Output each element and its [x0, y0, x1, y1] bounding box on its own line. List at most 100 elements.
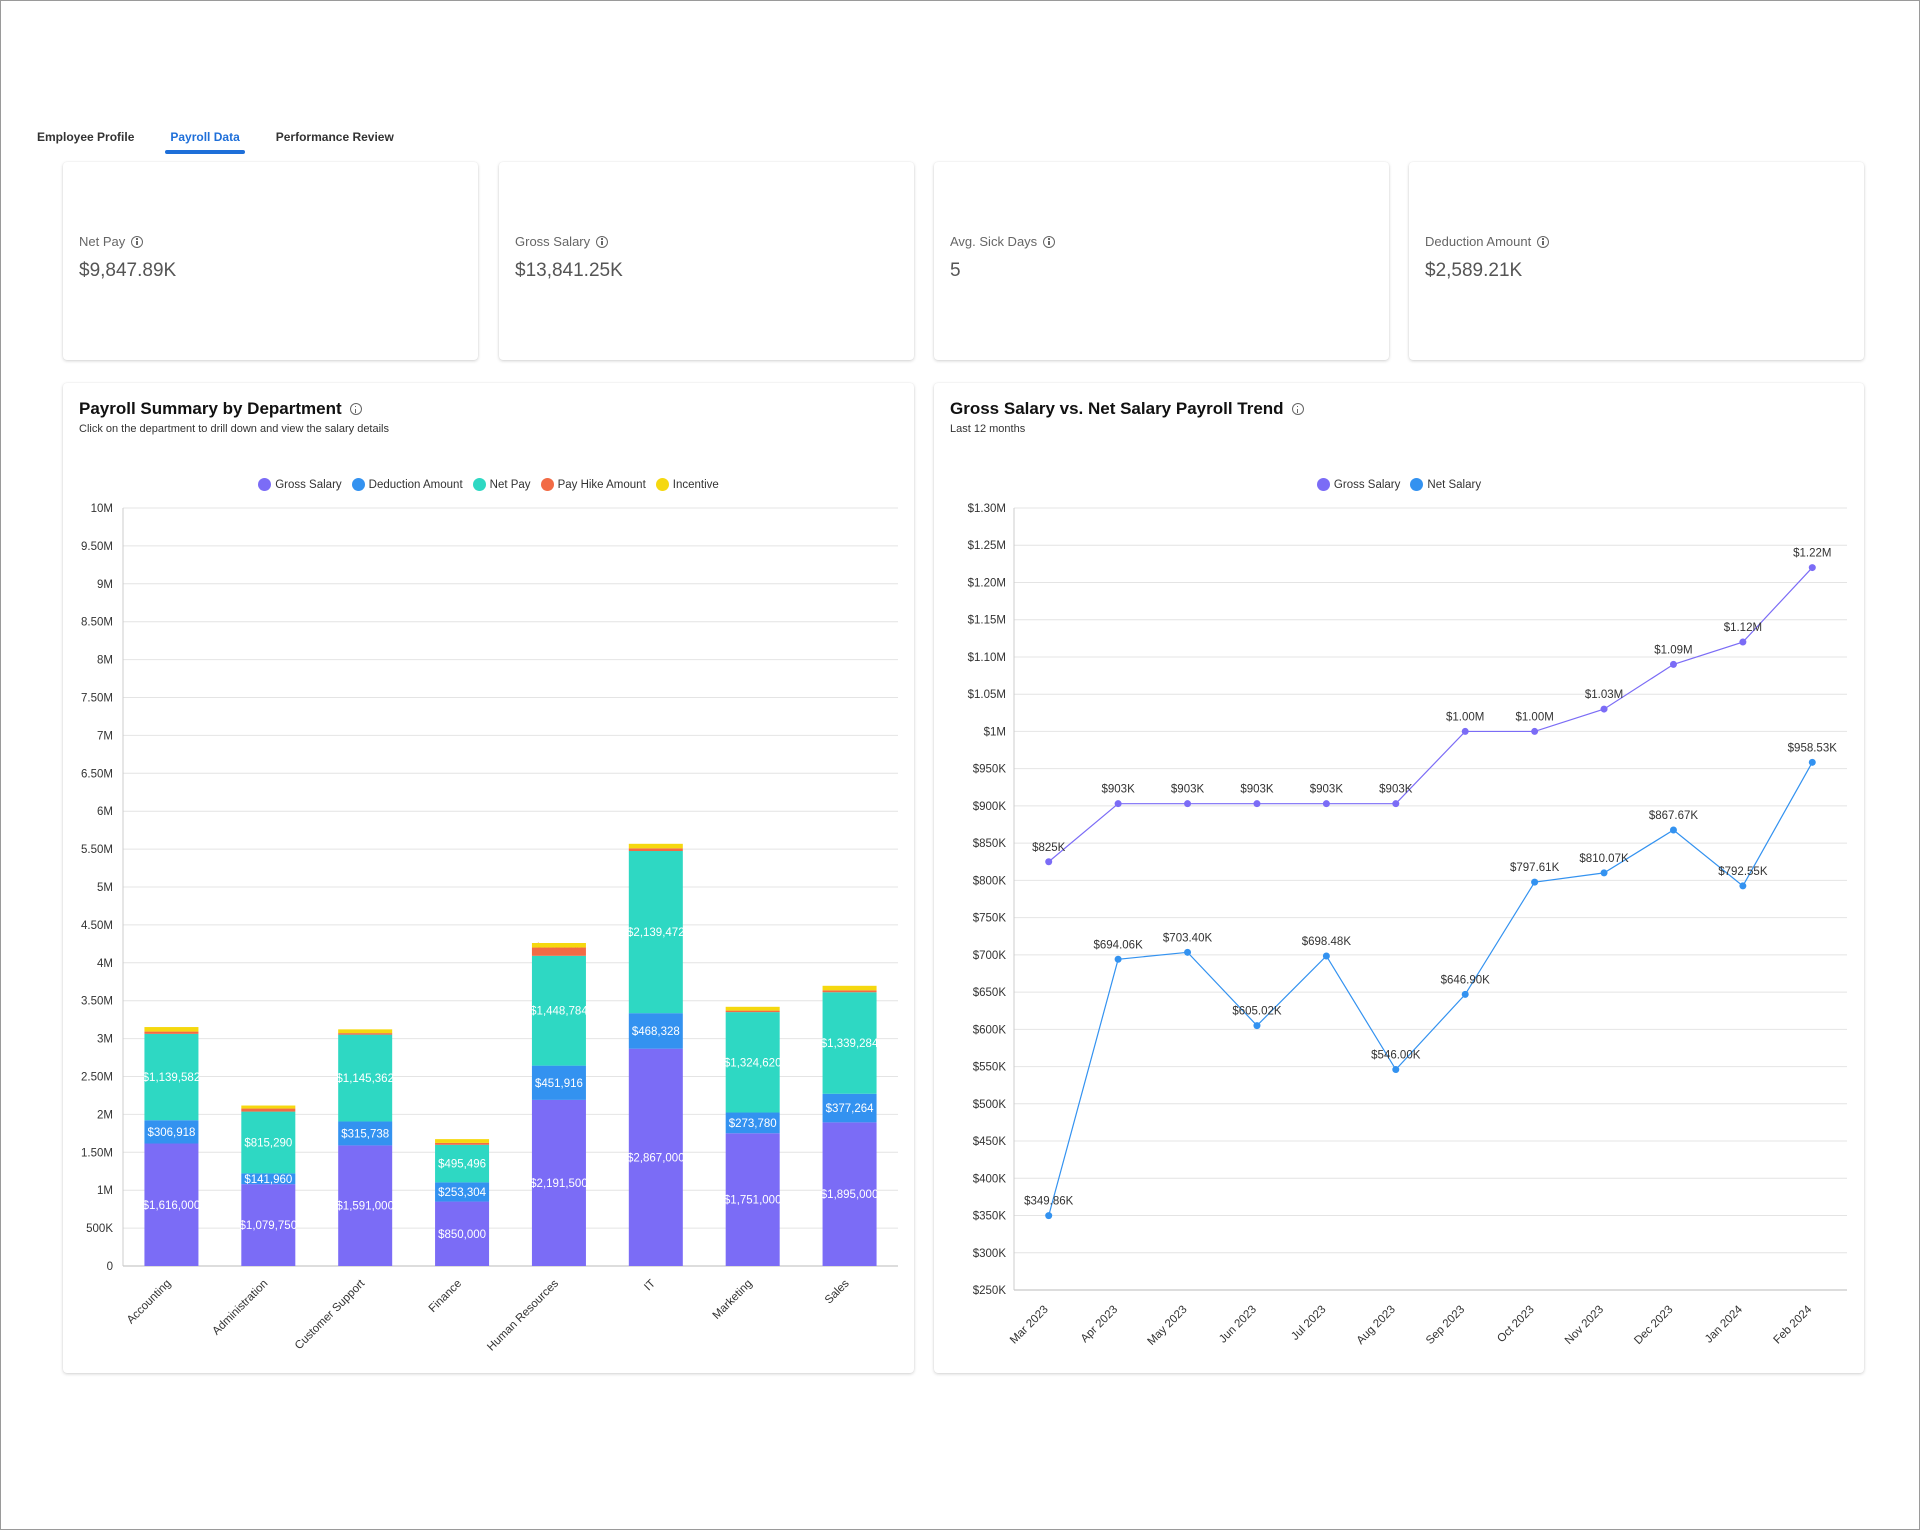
bar-segment [531, 1099, 586, 1266]
y-tick-label: 7M [97, 730, 113, 742]
data-point [1322, 800, 1330, 808]
legend-item-net-pay[interactable]: Net Pay [472, 478, 531, 491]
data-label: $903K [1171, 784, 1205, 796]
bar-segment [338, 1145, 393, 1266]
y-tick-label: 500K [86, 1223, 113, 1235]
kpi-label-text: Deduction Amount [1425, 234, 1532, 249]
data-label: $1,079,750 [240, 1220, 298, 1232]
data-label: $1,591,000 [336, 1201, 394, 1213]
kpi-label-text: Net Pay [79, 234, 126, 249]
kpi-card-gross-salary: Gross Salary $13,841.25K [499, 162, 914, 360]
legend-label: Gross Salary [1333, 478, 1401, 491]
chart-title-text: Gross Salary vs. Net Salary Payroll Tren… [950, 399, 1284, 418]
y-tick-label: $900K [973, 801, 1007, 813]
y-tick-label: $750K [973, 913, 1007, 925]
y-tick-label: 10M [91, 503, 113, 515]
legend-swatch [540, 478, 554, 491]
data-point [1045, 1212, 1053, 1220]
bar-segment [725, 1006, 780, 1011]
bar-segment [144, 1143, 199, 1266]
data-point [1739, 882, 1747, 890]
y-tick-label: 4.50M [81, 920, 113, 932]
data-label: $815,290 [244, 1137, 292, 1149]
tab-performance-review[interactable]: Performance Review [275, 130, 394, 144]
y-tick-label: $400K [973, 1173, 1007, 1185]
kpi-label: Gross Salary [515, 234, 609, 249]
y-tick-label: 0 [107, 1261, 113, 1273]
legend-label: Pay Hike Amount [557, 478, 646, 491]
bar-segment [241, 1173, 296, 1185]
payroll-summary-card: Payroll Summary by Department Click on t… [63, 383, 914, 1373]
bar-segment [144, 1027, 199, 1032]
y-tick-label: 2.50M [81, 1072, 113, 1084]
data-point [1669, 660, 1677, 668]
data-point [1392, 800, 1400, 808]
info-icon[interactable] [1537, 235, 1550, 248]
tab-employee-profile[interactable]: Employee Profile [37, 130, 135, 144]
y-tick-label: 6.50M [81, 768, 113, 780]
data-label: $810.07K [1579, 853, 1629, 865]
legend-swatch [1316, 478, 1330, 491]
bar-segment [725, 1010, 780, 1013]
y-tick-label: 1M [97, 1185, 113, 1197]
y-tick-label: $1M [984, 726, 1006, 738]
info-icon[interactable] [1043, 235, 1056, 248]
y-tick-label: 8M [97, 655, 113, 667]
data-label: $903K [1379, 784, 1413, 796]
bar-chart-plot: 0 500K 1M 1.50M 2M 2.50M 3M 3.50M 4M 4.50M 5M 5.50M… [81, 503, 898, 1353]
y-tick-label: 9.50M [81, 541, 113, 553]
legend-item-gross-salary[interactable]: Gross Salary [258, 478, 342, 491]
y-tick-label: 2M [97, 1109, 113, 1121]
x-tick-label: Sep 2023 [1424, 1304, 1467, 1347]
y-tick-label: 9M [97, 579, 113, 591]
bar-segment [531, 955, 586, 1066]
data-label: $377,264 [826, 1103, 875, 1115]
data-label: $1,895,000 [821, 1189, 879, 1201]
legend-item-net-salary[interactable]: Net Salary [1410, 478, 1481, 491]
data-label: $703.40K [1163, 932, 1213, 944]
x-tick-label: Jun 2023 [1217, 1304, 1259, 1346]
data-point [1253, 800, 1261, 808]
info-icon[interactable] [131, 235, 144, 248]
legend-label: Incentive [672, 478, 719, 491]
info-icon[interactable] [349, 403, 362, 415]
info-icon[interactable] [1291, 403, 1304, 415]
legend-item-gross-salary[interactable]: Gross Salary [1316, 478, 1401, 491]
data-label: $903K [1101, 784, 1135, 796]
bar-segment [338, 1033, 393, 1035]
kpi-label-text: Avg. Sick Days [950, 234, 1038, 249]
data-point [1461, 727, 1469, 735]
data-label: $1,339,284 [821, 1038, 879, 1050]
data-point [1600, 869, 1608, 877]
y-tick-label: $550K [973, 1062, 1007, 1074]
legend-item-deduction-amount[interactable]: Deduction Amount [351, 478, 463, 491]
series-line [1048, 567, 1813, 863]
chart-subtitle: Last 12 months [950, 423, 1026, 435]
data-point [1184, 948, 1192, 956]
bar-segment [144, 1120, 199, 1144]
y-tick-label: $1.15M [968, 615, 1006, 627]
legend-swatch [1410, 478, 1424, 491]
chart-legend: Gross Salary Net Salary [934, 478, 1864, 491]
x-tick-label: IT [642, 1278, 658, 1294]
legend-label: Net Pay [489, 478, 531, 491]
kpi-card-avg-sick-days: Avg. Sick Days 5 [934, 162, 1389, 360]
tab-payroll-data[interactable]: Payroll Data [165, 122, 246, 154]
kpi-value: $2,589.21K [1425, 260, 1523, 281]
y-tick-label: $500K [973, 1099, 1007, 1111]
legend-item-incentive[interactable]: Incentive [655, 478, 719, 491]
data-point [1322, 952, 1330, 960]
legend-item-pay-hike-amount[interactable]: Pay Hike Amount [540, 478, 646, 491]
x-tick-label: Human Resources [485, 1277, 561, 1353]
data-label: $468,328 [632, 1026, 680, 1038]
data-label: $605.02K [1232, 1006, 1282, 1018]
bar-segment [144, 1033, 199, 1121]
data-label: $1.00M [1515, 711, 1553, 723]
y-tick-label: $250K [973, 1285, 1007, 1297]
info-icon[interactable] [596, 235, 609, 248]
y-tick-label: $950K [973, 764, 1007, 776]
legend-label: Net Salary [1427, 478, 1482, 491]
x-tick-label: Oct 2023 [1495, 1304, 1536, 1345]
bar-segment [531, 947, 586, 956]
data-point [1600, 705, 1608, 713]
